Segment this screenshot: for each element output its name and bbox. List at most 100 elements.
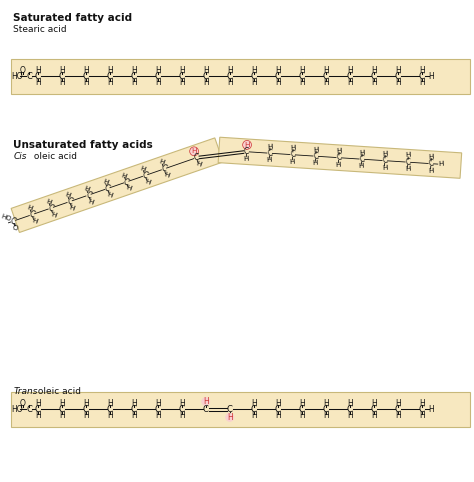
Text: H: H — [179, 66, 185, 75]
Text: H: H — [267, 143, 273, 149]
Text: C: C — [299, 405, 305, 414]
Text: C: C — [28, 210, 36, 220]
Text: O: O — [19, 66, 25, 75]
Text: C: C — [155, 405, 161, 414]
Text: H: H — [35, 78, 41, 87]
Text: C: C — [395, 405, 401, 414]
Text: H: H — [336, 147, 342, 154]
Text: oleic acid: oleic acid — [31, 152, 77, 161]
Text: C: C — [59, 405, 65, 414]
Text: C: C — [107, 72, 113, 81]
Text: H: H — [195, 161, 202, 168]
Text: C: C — [35, 72, 41, 81]
Text: H: H — [347, 411, 353, 420]
Text: H: H — [312, 160, 318, 166]
Text: H: H — [251, 66, 256, 75]
Text: Unsaturated fatty acids: Unsaturated fatty acids — [13, 140, 153, 150]
Text: H: H — [131, 399, 137, 408]
Text: C: C — [371, 405, 377, 414]
Text: H: H — [59, 399, 64, 408]
Text: H: H — [107, 399, 113, 408]
Text: C: C — [323, 72, 328, 81]
Text: Stearic acid: Stearic acid — [13, 25, 67, 34]
Text: H: H — [347, 399, 353, 408]
Text: H: H — [428, 405, 434, 414]
Text: H: H — [35, 411, 41, 420]
Text: H: H — [158, 159, 165, 166]
Text: C: C — [155, 72, 161, 81]
Text: C: C — [251, 72, 257, 81]
Text: H: H — [101, 178, 109, 186]
Text: C: C — [336, 153, 342, 162]
Text: H: H — [83, 411, 89, 420]
Text: H: H — [179, 399, 185, 408]
Text: C: C — [299, 72, 305, 81]
Text: H: H — [227, 413, 233, 422]
Text: C: C — [359, 155, 365, 164]
Text: H: H — [243, 155, 249, 162]
Text: H: H — [191, 148, 197, 154]
Text: C: C — [275, 405, 281, 414]
Text: H: H — [107, 66, 113, 75]
Text: H: H — [251, 78, 256, 87]
Text: H: H — [179, 411, 185, 420]
Text: H: H — [244, 142, 250, 148]
Text: H: H — [275, 66, 281, 75]
Text: C: C — [160, 164, 168, 174]
Text: C: C — [131, 72, 137, 81]
Text: H: H — [131, 411, 137, 420]
Text: H: H — [107, 411, 113, 420]
Text: H: H — [323, 78, 328, 87]
Text: H: H — [290, 145, 296, 151]
Text: H: H — [275, 411, 281, 420]
Text: C: C — [347, 72, 353, 81]
Text: H: H — [49, 211, 56, 218]
Text: H: H — [87, 198, 94, 205]
Text: H: H — [251, 399, 256, 408]
Text: H: H — [313, 146, 319, 152]
Text: H: H — [359, 149, 365, 156]
Text: H: H — [120, 172, 128, 179]
Text: H: H — [155, 78, 161, 87]
Text: H: H — [299, 66, 305, 75]
Text: H: H — [35, 399, 41, 408]
Text: C: C — [84, 190, 92, 200]
Polygon shape — [11, 138, 223, 232]
FancyBboxPatch shape — [11, 59, 470, 94]
Text: H: H — [35, 66, 41, 75]
Text: C: C — [59, 72, 65, 81]
Text: H: H — [371, 399, 376, 408]
Text: H: H — [227, 78, 233, 87]
Text: O: O — [12, 224, 19, 231]
Text: H: H — [45, 198, 52, 205]
Text: oleic acid: oleic acid — [35, 387, 81, 396]
Text: H: H — [125, 185, 132, 192]
Text: H: H — [203, 397, 209, 406]
Text: H: H — [419, 399, 425, 408]
Text: H: H — [395, 399, 401, 408]
Text: C: C — [203, 72, 209, 81]
Text: H: H — [203, 78, 209, 87]
Circle shape — [226, 413, 234, 421]
Text: C: C — [267, 148, 273, 158]
Text: H: H — [82, 185, 90, 192]
Polygon shape — [218, 137, 462, 178]
Text: C: C — [179, 405, 185, 414]
Text: H: H — [395, 411, 401, 420]
Text: H: H — [155, 66, 161, 75]
Text: HO: HO — [11, 72, 23, 81]
Circle shape — [190, 147, 199, 156]
Text: C: C — [47, 203, 55, 213]
Text: C: C — [405, 158, 411, 167]
Text: H: H — [64, 191, 71, 199]
Text: C: C — [141, 170, 149, 181]
Text: C: C — [66, 197, 73, 207]
Text: H: H — [383, 151, 388, 157]
Text: H: H — [428, 154, 434, 160]
Text: H: H — [299, 411, 305, 420]
Text: H: H — [395, 66, 401, 75]
Text: C: C — [83, 405, 89, 414]
Text: H: H — [59, 411, 64, 420]
Text: H: H — [26, 204, 33, 212]
Text: C: C — [227, 405, 233, 414]
